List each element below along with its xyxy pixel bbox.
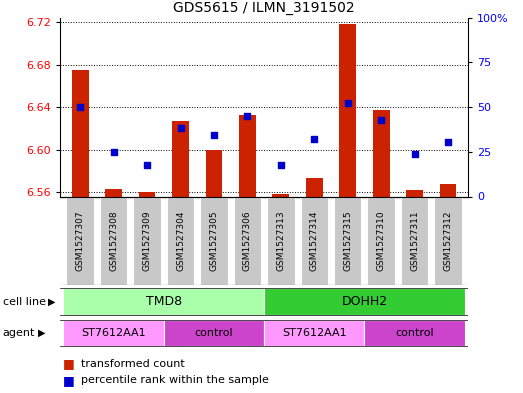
Text: control: control	[195, 328, 233, 338]
FancyBboxPatch shape	[66, 196, 94, 285]
Bar	[206, 150, 222, 196]
Point	[377, 117, 385, 123]
Text: ■: ■	[63, 357, 74, 370]
Text: GSM1527313: GSM1527313	[276, 210, 286, 271]
Text: percentile rank within the sample: percentile rank within the sample	[81, 375, 269, 386]
Bar	[105, 189, 122, 196]
Bar	[172, 121, 189, 196]
Point	[310, 136, 319, 142]
FancyBboxPatch shape	[200, 196, 228, 285]
FancyBboxPatch shape	[368, 196, 395, 285]
Text: DOHH2: DOHH2	[342, 295, 388, 308]
Text: GSM1527314: GSM1527314	[310, 211, 319, 271]
Bar	[373, 110, 390, 196]
FancyBboxPatch shape	[100, 196, 128, 285]
Bar	[339, 24, 356, 196]
Point	[109, 149, 118, 155]
Text: transformed count: transformed count	[81, 358, 185, 369]
FancyBboxPatch shape	[63, 288, 264, 315]
FancyBboxPatch shape	[334, 196, 361, 285]
Text: control: control	[395, 328, 434, 338]
Point	[176, 125, 185, 132]
Text: TMD8: TMD8	[146, 295, 182, 308]
Text: agent: agent	[3, 328, 35, 338]
Point	[210, 132, 218, 138]
Text: GSM1527311: GSM1527311	[410, 210, 419, 271]
FancyBboxPatch shape	[267, 196, 294, 285]
Text: ST7612AA1: ST7612AA1	[82, 328, 146, 338]
Text: GSM1527305: GSM1527305	[209, 210, 219, 271]
Bar	[72, 70, 88, 196]
FancyBboxPatch shape	[301, 196, 328, 285]
FancyBboxPatch shape	[434, 196, 462, 285]
Bar	[272, 195, 289, 196]
FancyBboxPatch shape	[63, 320, 164, 346]
Bar	[239, 114, 256, 196]
Text: GSM1527307: GSM1527307	[76, 210, 85, 271]
Point	[143, 162, 151, 168]
FancyBboxPatch shape	[264, 288, 465, 315]
Text: GSM1527306: GSM1527306	[243, 210, 252, 271]
Point	[344, 100, 352, 106]
Bar	[406, 190, 423, 196]
Bar	[139, 192, 155, 196]
Text: GSM1527315: GSM1527315	[343, 210, 352, 271]
Text: ▶: ▶	[48, 297, 55, 307]
FancyBboxPatch shape	[164, 320, 264, 346]
Bar	[440, 184, 457, 196]
FancyBboxPatch shape	[401, 196, 428, 285]
Text: GSM1527309: GSM1527309	[143, 210, 152, 271]
Point	[243, 112, 252, 119]
FancyBboxPatch shape	[167, 196, 194, 285]
Text: ST7612AA1: ST7612AA1	[282, 328, 347, 338]
Point	[444, 139, 452, 145]
Point	[411, 151, 419, 157]
FancyBboxPatch shape	[365, 320, 465, 346]
Text: cell line: cell line	[3, 297, 46, 307]
Text: ■: ■	[63, 374, 74, 387]
Text: GSM1527308: GSM1527308	[109, 210, 118, 271]
Point	[277, 162, 285, 168]
Text: GSM1527312: GSM1527312	[444, 211, 452, 271]
FancyBboxPatch shape	[133, 196, 161, 285]
FancyBboxPatch shape	[264, 320, 365, 346]
Text: GSM1527310: GSM1527310	[377, 210, 385, 271]
Text: GSM1527304: GSM1527304	[176, 211, 185, 271]
FancyBboxPatch shape	[234, 196, 261, 285]
Text: ▶: ▶	[38, 328, 45, 338]
Title: GDS5615 / ILMN_3191502: GDS5615 / ILMN_3191502	[173, 1, 355, 15]
Point	[76, 104, 84, 110]
Bar	[306, 178, 323, 196]
